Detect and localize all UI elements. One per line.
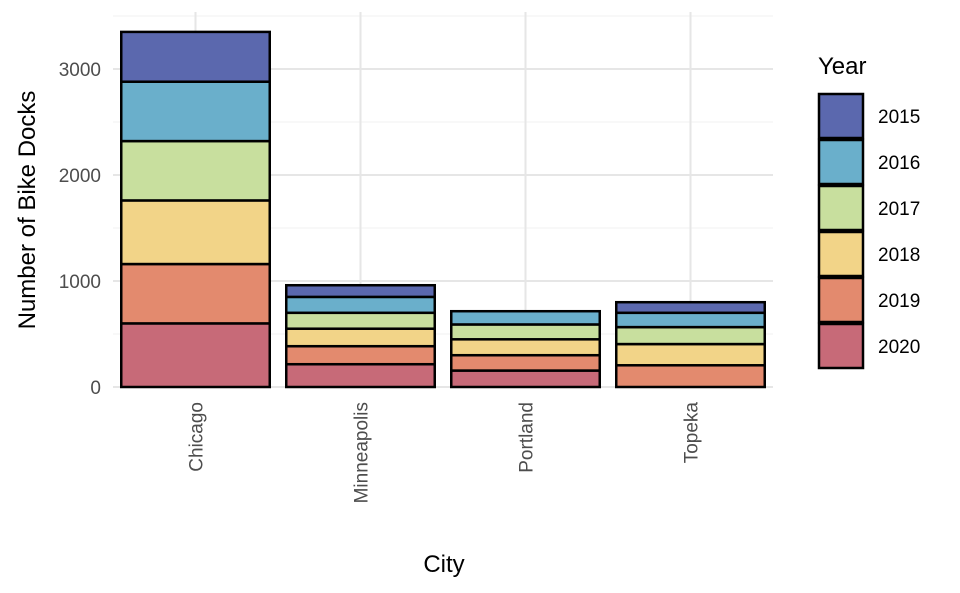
x-tick-label-portland: Portland (517, 402, 538, 473)
legend-key-2017 (817, 184, 865, 232)
bar-segment-chicago-2016 (120, 80, 271, 143)
bar-segment-chicago-2019 (120, 262, 271, 325)
bar-segment-topeka-2017 (615, 325, 766, 346)
y-axis: 0 1000 2000 3000 (59, 60, 101, 399)
bar-segment-portland-2019 (450, 353, 601, 372)
bar-segment-topeka-2016 (615, 311, 766, 329)
bar-segment-chicago-2017 (120, 139, 271, 202)
bar-segment-topeka-2019 (615, 364, 766, 389)
legend-title: Year (818, 53, 867, 80)
bar-segment-minneapolis-2017 (285, 311, 436, 330)
x-tick-label-topeka: Topeka (682, 402, 703, 464)
legend-key-2016 (817, 138, 865, 186)
x-axis: Chicago Minneapolis Portland Topeka (187, 402, 703, 504)
legend-label-2020: 2020 (878, 337, 920, 358)
x-tick-label-chicago: Chicago (187, 402, 208, 472)
bar-segment-minneapolis-2020 (285, 362, 436, 389)
bar-segment-portland-2018 (450, 338, 601, 357)
legend-label-2015: 2015 (878, 107, 920, 128)
legend-key-2019 (817, 276, 865, 324)
bar-segment-chicago-2020 (120, 322, 271, 389)
bar-segment-portland-2020 (450, 369, 601, 389)
y-tick-label: 2000 (59, 166, 101, 187)
bar-segment-minneapolis-2018 (285, 327, 436, 348)
bar-segment-minneapolis-2015 (285, 283, 436, 299)
bars (120, 30, 766, 389)
bar-segment-portland-2017 (450, 323, 601, 341)
legend-key-2015 (817, 92, 865, 140)
y-tick-label: 1000 (59, 272, 101, 293)
legend-label-2018: 2018 (878, 245, 920, 266)
y-tick-label: 3000 (59, 60, 101, 81)
bar-segment-chicago-2018 (120, 199, 271, 266)
bar-segment-minneapolis-2016 (285, 295, 436, 315)
legend-key-2020 (817, 322, 865, 370)
bar-segment-minneapolis-2019 (285, 344, 436, 366)
legend-label-2016: 2016 (878, 153, 920, 174)
bar-segment-portland-2016 (450, 309, 601, 326)
bar-segment-chicago-2015 (120, 30, 271, 83)
legend-label-2017: 2017 (878, 199, 920, 220)
y-tick-label: 0 (90, 378, 101, 399)
legend-label-2019: 2019 (878, 291, 920, 312)
x-tick-label-minneapolis: Minneapolis (352, 402, 373, 503)
bar-segment-topeka-2015 (615, 300, 766, 315)
y-axis-title: Number of Bike Docks (14, 91, 41, 330)
legend-key-2018 (817, 230, 865, 278)
x-axis-title: City (423, 551, 464, 578)
legend: Year 2015 2016 2017 2018 2019 2020 (817, 53, 920, 370)
bar-segment-topeka-2018 (615, 342, 766, 367)
